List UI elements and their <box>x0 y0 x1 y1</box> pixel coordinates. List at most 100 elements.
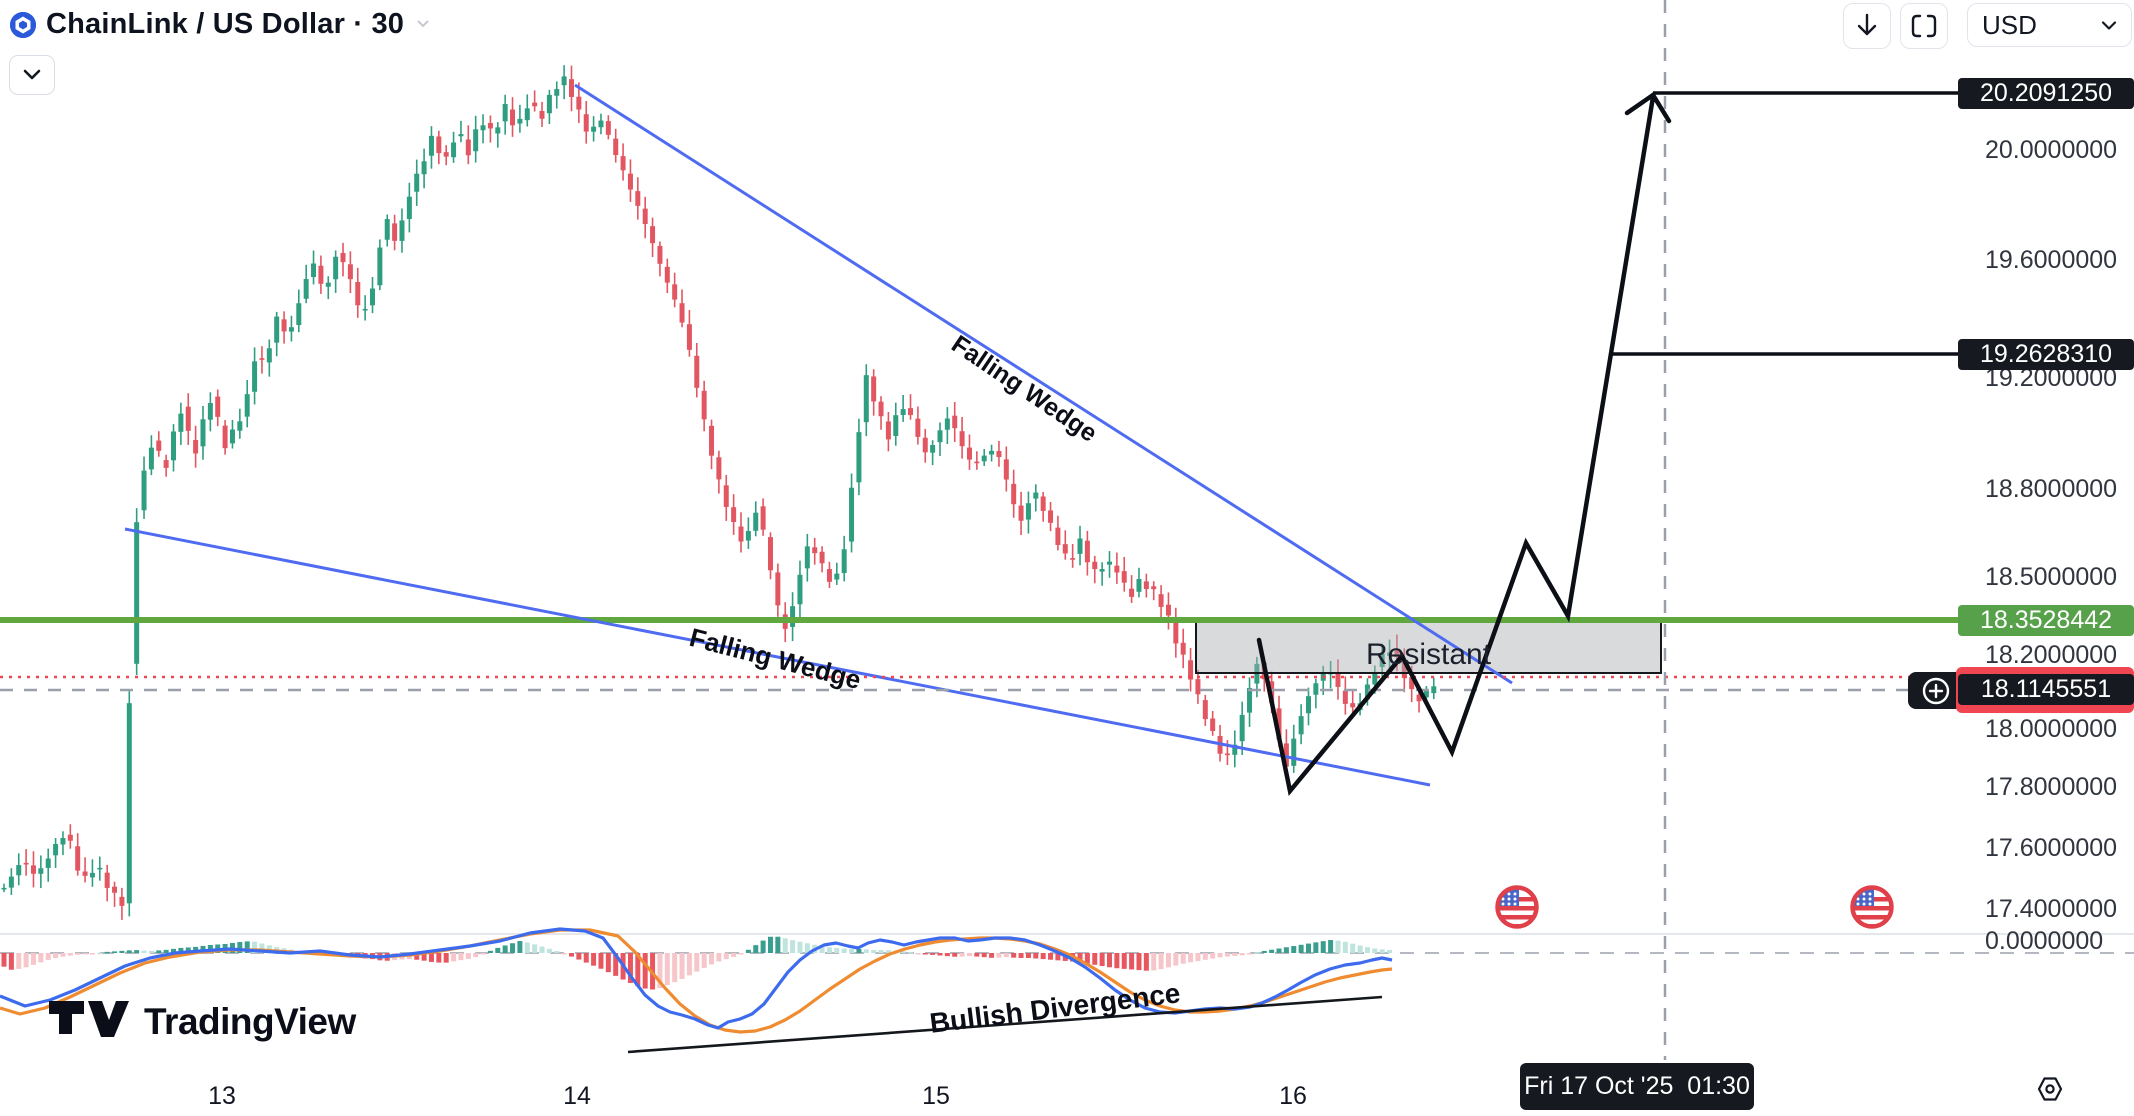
candle-body <box>156 440 162 451</box>
target-mid-price-badge: 19.2628310 <box>1958 339 2134 370</box>
histogram-bar <box>738 953 744 955</box>
histogram-bar <box>915 953 921 955</box>
histogram-bar <box>753 945 759 953</box>
price-axis[interactable]: 20.0000000 19.6000000 19.2000000 18.8000000… <box>1956 0 2134 1060</box>
candle-body <box>399 220 405 241</box>
histogram-bar <box>244 941 250 953</box>
histogram-bar <box>834 947 840 953</box>
histogram-bar <box>119 950 125 953</box>
histogram-bar <box>82 953 88 955</box>
histogram-bar <box>436 953 442 963</box>
falling-wedge-upper-line[interactable] <box>574 83 1513 685</box>
fullscreen-button[interactable] <box>1900 3 1948 49</box>
candle-body <box>849 487 855 542</box>
candle-body <box>1313 683 1319 695</box>
histogram-bar <box>1217 953 1223 958</box>
histogram-bar <box>443 953 449 963</box>
histogram-bar <box>487 950 493 953</box>
candle-body <box>1070 558 1076 560</box>
candle-body <box>303 279 309 299</box>
symbol-title: ChainLink / US Dollar · 30 <box>46 8 405 40</box>
candle-body <box>126 703 132 904</box>
candle-body <box>753 512 759 531</box>
candle-body <box>826 569 832 582</box>
axis-settings-button[interactable] <box>2030 1072 2070 1106</box>
candle-body <box>1077 538 1083 554</box>
divergence-trendline[interactable] <box>627 995 1383 1054</box>
histogram-bar <box>539 946 545 953</box>
candle-body <box>119 896 125 906</box>
candle-body <box>185 406 191 431</box>
candle-body <box>97 867 103 870</box>
currency-dropdown[interactable]: USD <box>1967 3 2132 47</box>
projection-path[interactable] <box>1256 94 1656 797</box>
candle-body <box>576 96 582 110</box>
candle-body <box>207 403 213 420</box>
resistance-zone-rect[interactable] <box>1195 621 1662 674</box>
candle-body <box>288 327 294 332</box>
histogram-bar <box>1320 941 1326 953</box>
histogram-bar <box>237 942 243 953</box>
candle-body <box>148 447 154 470</box>
candle-body <box>694 355 700 388</box>
histogram-bar <box>1025 953 1031 958</box>
candle-body <box>414 173 420 192</box>
us-flag-icon <box>1850 885 1894 929</box>
collapse-legend-button[interactable] <box>9 55 55 95</box>
candle-body <box>1062 544 1068 554</box>
candle-body <box>856 432 862 483</box>
histogram-bar <box>1372 948 1378 953</box>
tradingview-watermark[interactable]: TradingView <box>48 1000 356 1044</box>
resistance-zone-label[interactable]: Resistant <box>1366 638 1492 671</box>
resistance-box[interactable] <box>1195 621 1662 674</box>
bullish-divergence-line[interactable] <box>627 995 1383 1054</box>
candle-body <box>362 308 368 311</box>
candle-body <box>760 506 766 530</box>
histogram-bar <box>1048 953 1054 960</box>
histogram-bar <box>134 950 140 953</box>
histogram-bar <box>1121 953 1127 969</box>
histogram-bar <box>185 947 191 953</box>
histogram-bar <box>591 953 597 966</box>
candle-body <box>981 455 987 462</box>
candle-body <box>679 303 685 323</box>
download-button[interactable] <box>1843 3 1891 49</box>
tradingview-logo-text: TradingView <box>144 1001 356 1042</box>
histogram-bar <box>804 943 810 953</box>
candle-body <box>900 409 906 415</box>
histogram-bar <box>672 953 678 983</box>
candle-body <box>1224 753 1230 756</box>
candle-body <box>480 125 486 131</box>
price-tick-label: 17.6000000 <box>1985 834 2118 862</box>
histogram-bar <box>1357 945 1363 953</box>
histogram-bar <box>598 953 604 969</box>
add-order-plus-button[interactable] <box>1908 672 1964 709</box>
falling-wedge-lower-line[interactable] <box>124 527 1431 787</box>
histogram-bar <box>1158 953 1164 970</box>
histogram-bar <box>1136 953 1142 971</box>
candle-body <box>1099 569 1105 572</box>
histogram-bar <box>613 953 619 976</box>
candle-body <box>871 376 877 402</box>
candle-body <box>1084 540 1090 563</box>
candle-body <box>517 118 523 124</box>
candle-body <box>944 418 950 430</box>
candle-body <box>428 135 434 156</box>
histogram-bar <box>60 953 66 957</box>
time-axis[interactable]: Fri 17 Oct '25 01:30 13 14 15 16 <box>0 1060 2134 1116</box>
histogram-bar <box>8 953 14 970</box>
candle-body <box>281 319 287 332</box>
histogram-bar <box>532 944 538 953</box>
candle-body <box>495 127 501 134</box>
candle-body <box>1003 459 1009 480</box>
candle-body <box>222 425 228 449</box>
trendline-upper[interactable] <box>574 83 1513 685</box>
trendline-lower[interactable] <box>124 527 1431 787</box>
projection-zigzag[interactable] <box>1256 91 1672 797</box>
histogram-bar <box>1114 953 1120 969</box>
histogram-bar <box>1379 949 1385 953</box>
histogram-bar <box>1305 943 1311 953</box>
candle-body <box>252 361 258 392</box>
candle-body <box>583 114 589 132</box>
